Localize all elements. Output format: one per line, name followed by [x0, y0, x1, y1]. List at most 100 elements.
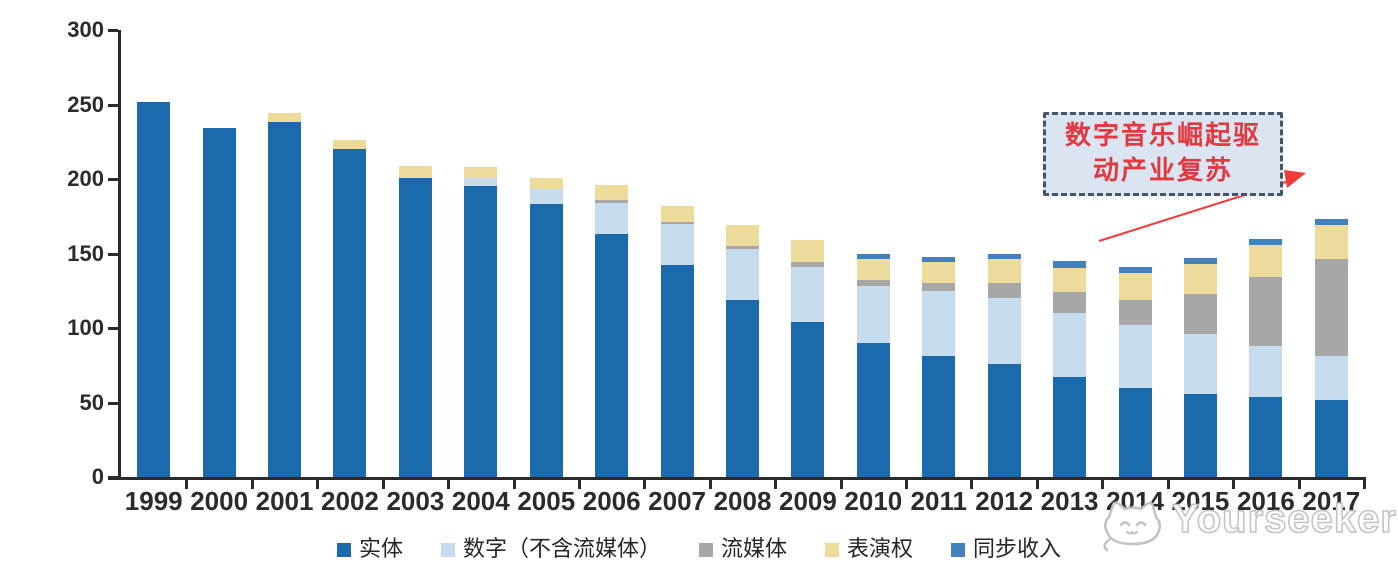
y-axis-tick	[108, 476, 118, 479]
legend-label: 同步收入	[973, 537, 1062, 562]
x-axis-tick	[316, 480, 320, 489]
x-tick-label: 2003	[386, 486, 445, 516]
bar-segment-2011	[922, 256, 956, 263]
legend-item: 实体	[336, 537, 403, 562]
bar-segment-2008	[726, 299, 759, 477]
bar-segment-2002	[333, 149, 367, 477]
bar-segment-2003	[398, 177, 432, 477]
x-axis-tick	[512, 480, 516, 489]
legend-label: 实体	[358, 537, 403, 562]
bar-segment-2015	[1183, 393, 1217, 477]
bar-segment-2010	[856, 286, 890, 343]
bar-segment-2008	[726, 249, 759, 300]
y-axis-line	[118, 30, 121, 480]
legend-item: 流媒体	[698, 538, 787, 562]
plot-area	[121, 30, 1364, 477]
bar-segment-2004	[464, 186, 498, 477]
bar-segment-2013	[1053, 260, 1087, 269]
bar-segment-2006	[595, 199, 629, 203]
bar-segment-2011	[922, 262, 956, 284]
bar-segment-2006	[595, 184, 629, 200]
bar-segment-2008	[726, 225, 759, 247]
bar-segment-2015	[1183, 257, 1217, 264]
y-axis-tick	[108, 401, 118, 405]
x-tick-label: 2006	[582, 486, 641, 516]
bar-segment-2008	[726, 246, 759, 250]
x-tick-label: 2005	[517, 486, 576, 516]
x-tick-label: 2008	[713, 486, 772, 516]
bar-segment-2016	[1249, 396, 1283, 477]
bar-segment-1999	[137, 101, 171, 477]
x-axis-tick	[1101, 480, 1105, 489]
annotation-text-line1: 数字音乐崛起驱	[1064, 121, 1261, 151]
legend-swatch	[440, 543, 455, 557]
x-tick-label: 2007	[648, 486, 706, 516]
bar-segment-2011	[922, 356, 956, 477]
bar-segment-2005	[529, 177, 563, 190]
legend-item: 同步收入	[951, 538, 1061, 562]
bar-segment-2010	[856, 280, 890, 287]
bar-segment-2012	[987, 259, 1021, 284]
bar-segment-2009	[791, 322, 825, 477]
bar-segment-2007	[660, 205, 694, 223]
bar-segment-2003	[398, 165, 432, 178]
bar-segment-2013	[1053, 377, 1087, 477]
x-tick-label: 2009	[778, 486, 837, 516]
bar-segment-2001	[268, 113, 302, 123]
bar-segment-2007	[660, 265, 694, 477]
x-tick-label: 2012	[975, 486, 1034, 516]
bar-segment-2005	[529, 189, 563, 205]
bar-segment-2006	[595, 234, 629, 477]
legend-item: 表演权	[825, 538, 913, 562]
x-tick-label: 2010	[844, 486, 903, 516]
x-tick-label: 2002	[321, 486, 379, 516]
x-axis-tick	[1363, 480, 1366, 489]
bar-segment-2012	[987, 363, 1021, 477]
x-tick-label: 2013	[1040, 486, 1099, 516]
y-tick-label: 0	[91, 464, 104, 489]
bar-segment-2004	[464, 167, 498, 178]
bar-segment-2011	[922, 290, 956, 357]
x-tick-label: 2015	[1171, 486, 1230, 516]
chart-legend: 实体 数字（不含流媒体） 流媒体 表演权 同步收入	[0, 538, 1398, 562]
y-tick-label: 100	[67, 315, 104, 340]
bar-segment-2004	[464, 177, 498, 187]
annotation-callout: 数字音乐崛起驱 动产业复苏	[1043, 112, 1283, 196]
bar-segment-2009	[791, 262, 825, 267]
x-tick-label: 1999	[124, 486, 183, 516]
bar-segment-2007	[660, 223, 694, 266]
y-axis-tick	[108, 327, 118, 330]
x-axis-tick	[708, 480, 712, 489]
bar-segment-2015	[1183, 333, 1217, 394]
legend-item: 数字（不含流媒体）	[440, 538, 661, 562]
x-axis-tick	[905, 480, 909, 489]
bar-segment-2014	[1118, 299, 1152, 326]
bar-segment-2009	[791, 266, 825, 323]
x-axis-tick	[1232, 480, 1236, 489]
bar-segment-2000	[202, 128, 236, 477]
bar-segment-2013	[1053, 268, 1087, 293]
bar-segment-2001	[268, 122, 302, 477]
watermark: Yourseeker	[1096, 494, 1397, 552]
bar-segment-2016	[1249, 277, 1283, 346]
bar-segment-2009	[791, 240, 825, 263]
y-tick-label: 150	[67, 240, 104, 266]
bar-segment-2010	[856, 259, 890, 281]
x-axis-tick	[839, 480, 843, 489]
y-tick-label: 200	[67, 166, 104, 191]
bar-segment-2017	[1314, 225, 1348, 260]
bar-segment-2005	[529, 204, 563, 477]
x-tick-label: 2011	[910, 486, 967, 516]
x-axis-tick	[774, 480, 778, 489]
y-axis-tick	[108, 103, 118, 107]
x-axis-tick	[1166, 480, 1170, 489]
y-axis-tick	[108, 178, 118, 181]
bar-segment-2016	[1249, 345, 1283, 397]
bar-segment-2016	[1249, 244, 1283, 278]
x-tick-label: 2017	[1302, 486, 1361, 516]
bar-segment-2015	[1183, 263, 1217, 294]
bar-segment-2014	[1118, 266, 1152, 273]
bar-segment-2017	[1314, 356, 1348, 400]
x-tick-label: 2001	[255, 486, 314, 516]
bar-segment-2012	[987, 283, 1021, 299]
